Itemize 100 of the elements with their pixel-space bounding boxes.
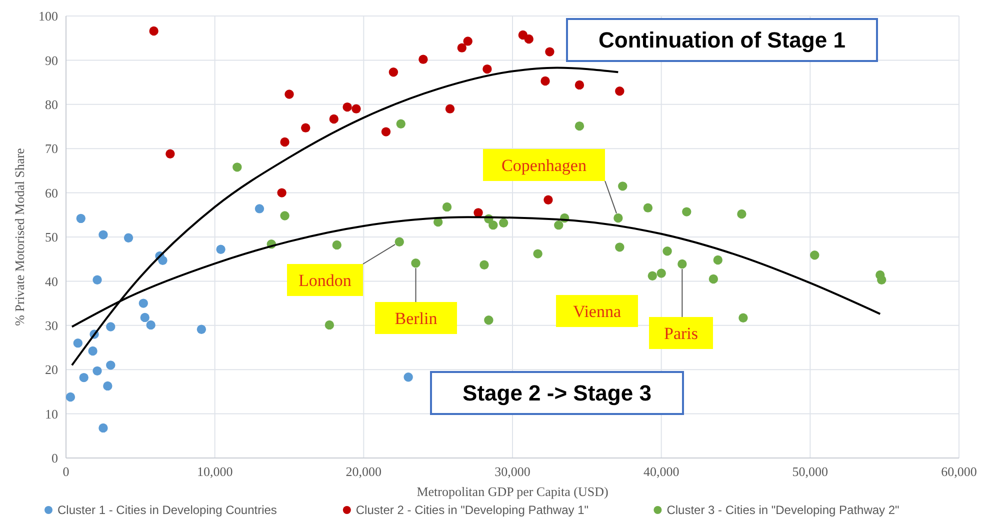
- point: [166, 149, 175, 159]
- point: [463, 36, 472, 46]
- point: [73, 338, 83, 348]
- point: [662, 246, 672, 256]
- y-tick-label: 90: [45, 52, 58, 68]
- point: [713, 255, 722, 265]
- point: [738, 313, 748, 322]
- y-tick-label: 70: [45, 141, 58, 156]
- point: [66, 392, 76, 402]
- x-tick-label: 30,000: [494, 464, 530, 479]
- point: [554, 220, 564, 230]
- point: [484, 315, 494, 325]
- point: [411, 258, 420, 268]
- point: [216, 244, 226, 254]
- point: [394, 237, 404, 246]
- annotation: London: [298, 270, 352, 290]
- y-tick-label: 10: [45, 406, 58, 422]
- y-tick-label: 20: [45, 362, 58, 378]
- point: [614, 213, 623, 223]
- point: [544, 195, 553, 204]
- annotation: Paris: [664, 324, 698, 343]
- point: [648, 271, 658, 280]
- point: [103, 381, 112, 391]
- point: [158, 256, 168, 266]
- point: [615, 242, 624, 252]
- point: [352, 104, 361, 114]
- point: [488, 220, 498, 230]
- x-tick-label: 40,000: [643, 464, 680, 479]
- point: [737, 209, 746, 219]
- point: [480, 260, 489, 270]
- point: [442, 202, 452, 212]
- annotation: Continuation of Stage 1: [598, 28, 846, 53]
- point: [196, 324, 206, 334]
- point: [329, 114, 338, 124]
- point: [524, 34, 534, 44]
- x-tick-label: 50,000: [792, 464, 828, 479]
- point: [643, 203, 653, 212]
- annotation: Copenhagen: [502, 156, 587, 175]
- point: [342, 102, 352, 112]
- point: [498, 218, 508, 228]
- point: [574, 80, 584, 90]
- point: [396, 119, 406, 128]
- y-tick-label: 100: [38, 8, 58, 24]
- point: [877, 275, 886, 284]
- point: [146, 320, 156, 330]
- point: [106, 322, 116, 332]
- point: [92, 366, 102, 376]
- point: [232, 162, 242, 172]
- point: [457, 43, 466, 52]
- point: [277, 188, 286, 198]
- point: [301, 123, 310, 132]
- point: [678, 259, 687, 269]
- point: [92, 275, 102, 284]
- point: [284, 90, 294, 99]
- legend-label: Cluster 1 - Cities in Developing Countries: [58, 503, 277, 517]
- legend-label: Cluster 3 - Cities in "Developing Pathway 2": [666, 503, 900, 517]
- point: [98, 423, 108, 433]
- y-axis-title: % Private Motorised Modal Share: [12, 148, 27, 326]
- x-tick-label: 60,000: [941, 464, 977, 479]
- point: [140, 312, 150, 322]
- point: [482, 64, 492, 74]
- point: [138, 298, 148, 308]
- point: [708, 274, 718, 284]
- point: [79, 372, 88, 382]
- legend-label: Cluster 2 - Cities in "Developing Pathway 1": [356, 503, 589, 517]
- point: [388, 68, 398, 77]
- point: [98, 230, 108, 240]
- point: [280, 137, 290, 147]
- y-tick-label: 0: [52, 450, 58, 466]
- point: [656, 268, 666, 278]
- point: [280, 211, 290, 220]
- point: [88, 346, 98, 356]
- point: [149, 26, 158, 36]
- point: [76, 214, 86, 224]
- point: [445, 104, 455, 114]
- point: [533, 249, 542, 258]
- point: [810, 250, 820, 260]
- point: [381, 127, 391, 136]
- point: [324, 320, 334, 330]
- x-tick-label: 0: [62, 464, 70, 479]
- y-tick-label: 50: [45, 230, 58, 245]
- point: [404, 372, 413, 382]
- annotation: Vienna: [572, 302, 622, 321]
- y-tick-label: 60: [45, 185, 58, 200]
- point: [124, 233, 134, 242]
- point: [545, 47, 554, 56]
- point: [615, 86, 624, 96]
- y-tick-label: 80: [45, 96, 58, 112]
- point: [106, 360, 116, 370]
- y-tick-label: 40: [45, 274, 58, 289]
- point: [574, 121, 584, 131]
- x-tick-label: 20,000: [346, 464, 382, 479]
- point: [618, 182, 628, 191]
- annotation: Stage 2 -> Stage 3: [462, 380, 652, 406]
- point: [254, 204, 264, 214]
- point: [332, 240, 342, 250]
- x-tick-label: 10,000: [196, 464, 233, 479]
- point: [540, 76, 550, 86]
- annotation: Berlin: [394, 308, 438, 328]
- x-axis-title: Metropolitan GDP per Capita (USD): [416, 484, 608, 499]
